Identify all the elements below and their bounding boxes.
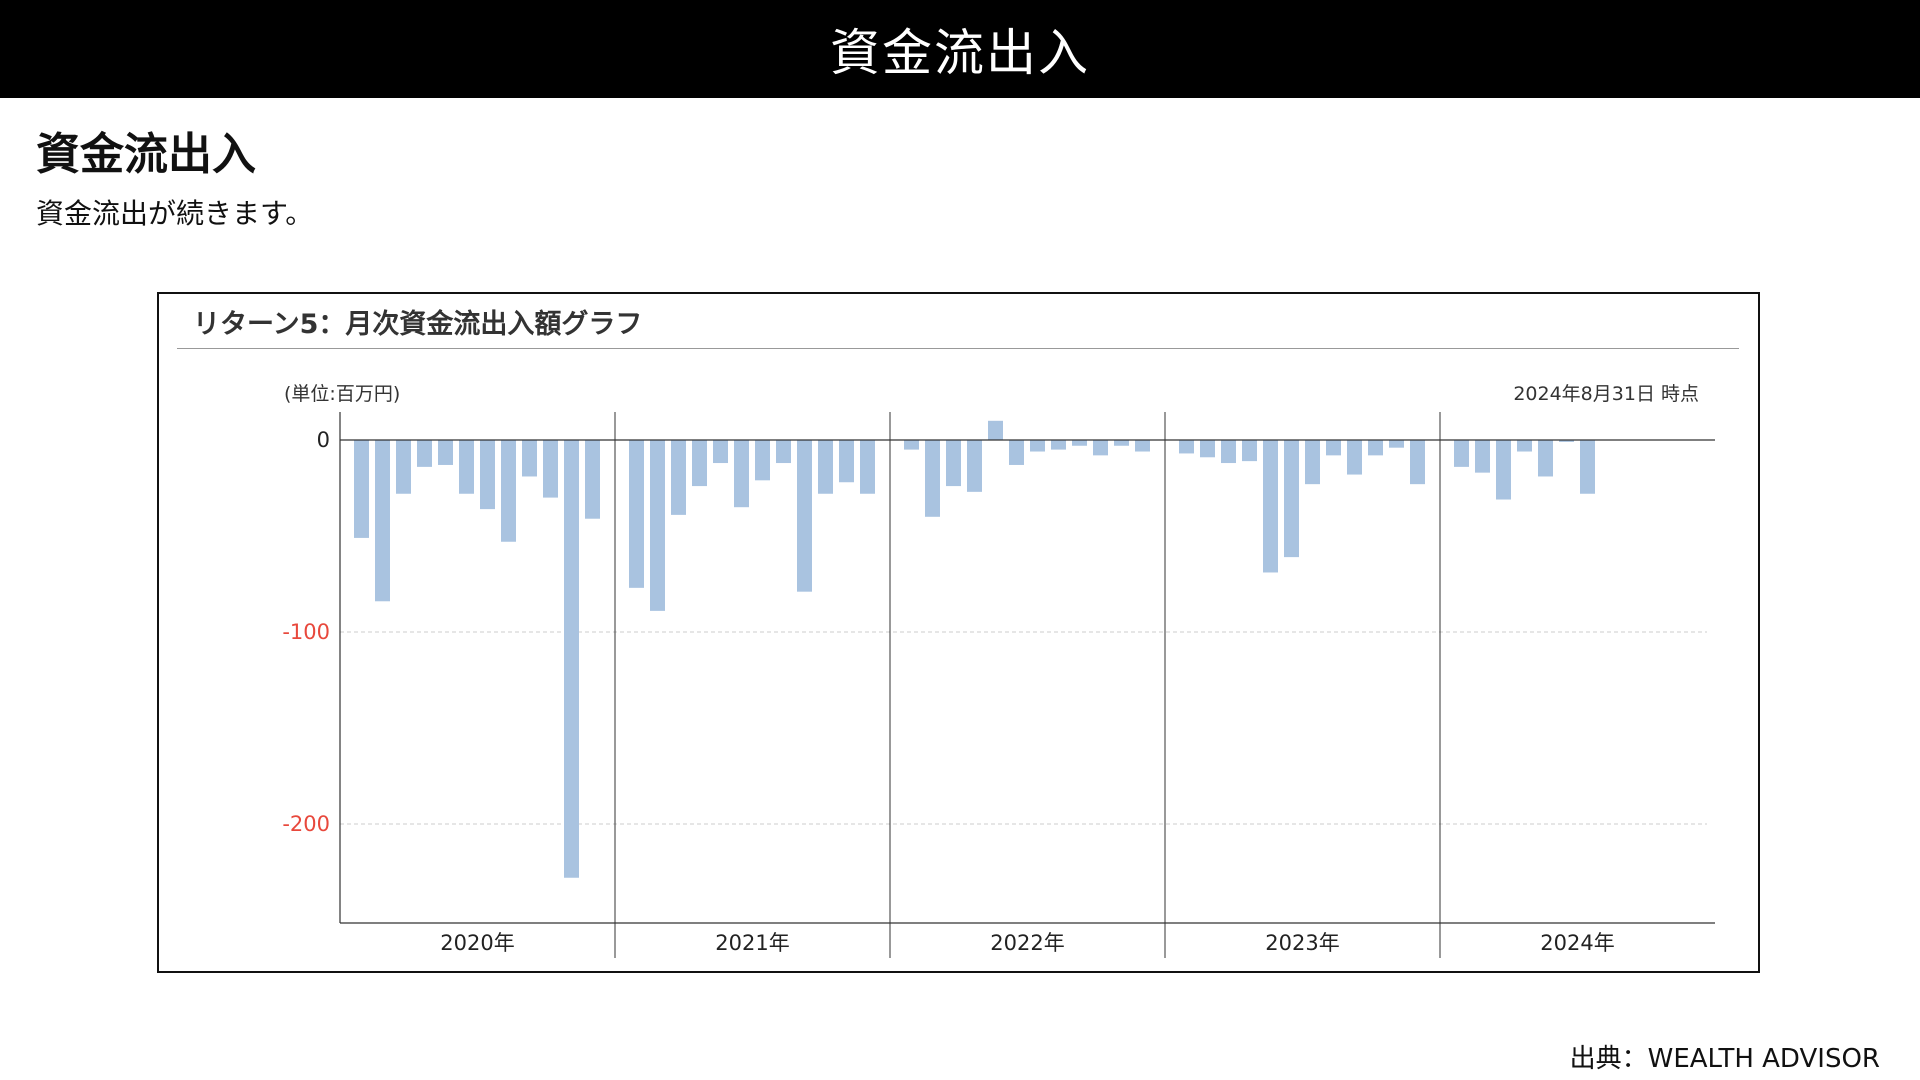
- bar-22: [839, 440, 854, 483]
- bar-41: [1284, 440, 1299, 558]
- bar-31: [1051, 440, 1066, 450]
- x-tick-label-4: 2024年: [1540, 931, 1614, 955]
- bar-3: [417, 440, 432, 467]
- chart-frame: リターン5：月次資金流出入額グラフ (単位:百万円) 2024年8月31日 時点 0…: [157, 292, 1760, 973]
- bar-6: [480, 440, 495, 510]
- bar-46: [1389, 440, 1404, 448]
- y-tick-label-2: -200: [282, 812, 330, 836]
- x-tick-label-1: 2021年: [715, 931, 789, 955]
- bar-36: [1179, 440, 1194, 454]
- bar-38: [1221, 440, 1236, 464]
- x-tick-label-3: 2023年: [1265, 931, 1339, 955]
- bar-54: [1580, 440, 1595, 494]
- header-bar: 資金流出入: [0, 0, 1920, 98]
- bar-49: [1475, 440, 1490, 473]
- bar-45: [1368, 440, 1383, 456]
- bar-51: [1517, 440, 1532, 452]
- bar-23: [860, 440, 875, 494]
- bar-47: [1410, 440, 1425, 485]
- bar-40: [1263, 440, 1278, 573]
- bar-29: [1009, 440, 1024, 465]
- bar-19: [776, 440, 791, 464]
- bar-1: [375, 440, 390, 602]
- bar-0: [354, 440, 369, 538]
- bar-5: [459, 440, 474, 494]
- bar-26: [946, 440, 961, 487]
- bar-32: [1072, 440, 1087, 446]
- bar-20: [797, 440, 812, 592]
- unit-label: (単位:百万円): [284, 383, 400, 405]
- bar-15: [692, 440, 707, 487]
- section-heading: 資金流出入: [36, 129, 256, 180]
- bar-52: [1538, 440, 1553, 477]
- header-title: 資金流出入: [830, 24, 1090, 82]
- bar-43: [1326, 440, 1341, 456]
- bar-4: [438, 440, 453, 465]
- source-credit: 出典：WEALTH ADVISOR: [1569, 1044, 1880, 1074]
- y-tick-label-1: -100: [282, 620, 330, 644]
- bar-42: [1305, 440, 1320, 485]
- bar-14: [671, 440, 686, 515]
- bar-37: [1200, 440, 1215, 458]
- as-of-label: 2024年8月31日 時点: [1513, 383, 1699, 405]
- bar-28: [988, 420, 1003, 440]
- bar-25: [925, 440, 940, 517]
- bar-16: [713, 440, 728, 464]
- bar-44: [1347, 440, 1362, 475]
- bar-18: [755, 440, 770, 481]
- bar-35: [1135, 440, 1150, 452]
- y-tick-label-0: 0: [317, 428, 330, 452]
- bar-17: [734, 440, 749, 508]
- bar-13: [650, 440, 665, 611]
- bar-8: [522, 440, 537, 477]
- bar-7: [501, 440, 516, 542]
- bar-24: [904, 440, 919, 450]
- bar-10: [564, 440, 579, 878]
- bar-34: [1114, 440, 1129, 446]
- bar-39: [1242, 440, 1257, 462]
- x-tick-label-0: 2020年: [440, 931, 514, 955]
- bar-30: [1030, 440, 1045, 452]
- section-description: 資金流出が続きます。: [36, 197, 314, 230]
- bar-48: [1454, 440, 1469, 467]
- bar-2: [396, 440, 411, 494]
- monthly-flow-bar-chart: (単位:百万円) 2024年8月31日 時点 0 -100 -200 2020年 2021年…: [282, 383, 1715, 958]
- chart-title-divider: [177, 348, 1739, 349]
- bar-27: [967, 440, 982, 492]
- bar-21: [818, 440, 833, 494]
- bar-53: [1559, 440, 1574, 442]
- bar-9: [543, 440, 558, 498]
- chart-title: リターン5：月次資金流出入額グラフ: [193, 309, 643, 340]
- bar-11: [585, 440, 600, 519]
- x-tick-label-2: 2022年: [990, 931, 1064, 955]
- bar-12: [629, 440, 644, 588]
- bar-50: [1496, 440, 1511, 500]
- bar-33: [1093, 440, 1108, 456]
